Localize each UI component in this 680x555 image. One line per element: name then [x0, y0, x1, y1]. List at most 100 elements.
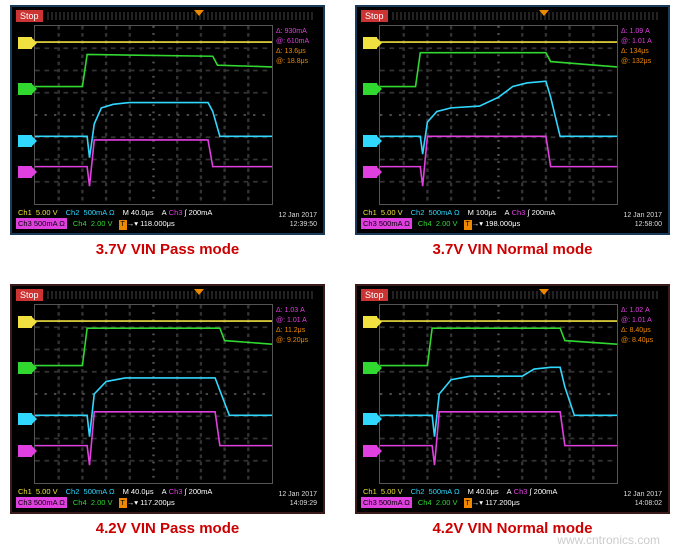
- ch4-scale: Ch4 2.00 V: [416, 218, 460, 229]
- panel-caption: 3.7V VIN Normal mode: [355, 241, 670, 258]
- channel-marker-icon: 3: [18, 445, 32, 457]
- run-state-label: Stop: [361, 289, 388, 301]
- scope-panel: Stop 1 2 3 4 Δ: 930mA@: 610mAΔ: 13.6μs@: 18.…: [10, 5, 325, 272]
- scope-bottom-bar: Ch1 5.00 V Ch2 500mA Ω M 40.0μs A Ch3 ∫ …: [361, 486, 664, 510]
- measurement-value: @: 9.20μs: [276, 336, 320, 346]
- ch4-scale: Ch4 2.00 V: [416, 497, 460, 508]
- channel-marker-icon: 4: [363, 83, 377, 95]
- scope-top-bar: Stop: [361, 288, 664, 302]
- measurement-value: Δ: 1.09 A: [621, 27, 665, 37]
- measurement-value: Δ: 13.6μs: [276, 47, 320, 57]
- oscilloscope-screen: Stop 1 2 3 4 Δ: 930mA@: 610mAΔ: 13.6μs@: 18.…: [10, 5, 325, 235]
- ch2-scale: Ch2 500mA Ω: [64, 207, 117, 218]
- trigger-pointer-icon: [539, 289, 549, 295]
- channel-marker-icon: 1: [363, 37, 377, 49]
- ch3-scale: Ch3 500mA Ω: [361, 497, 412, 508]
- measurement-value: @: 18.8μs: [276, 57, 320, 67]
- channel-marker-icon: 2: [363, 135, 377, 147]
- measurement-value: @: 1.01 A: [621, 37, 665, 47]
- measurement-value: @: 1.01 A: [621, 316, 665, 326]
- measurement-value: @: 1.01 A: [276, 316, 320, 326]
- channel-marker-icon: 2: [18, 135, 32, 147]
- channel-marker-icon: 3: [363, 166, 377, 178]
- timebase: M 40.0μs: [121, 486, 156, 497]
- channel-marker-icon: 3: [18, 166, 32, 178]
- scope-bottom-bar: Ch1 5.00 V Ch2 500mA Ω M 40.0μs A Ch3 ∫ …: [16, 207, 319, 231]
- scope-grid: Stop 1 2 3 4 Δ: 930mA@: 610mAΔ: 13.6μs@: 18.…: [10, 5, 670, 550]
- trigger-pointer-icon: [194, 10, 204, 16]
- scope-top-bar: Stop: [16, 9, 319, 23]
- scope-bottom-bar: Ch1 5.00 V Ch2 500mA Ω M 40.0μs A Ch3 ∫ …: [16, 486, 319, 510]
- channel-marker-icon: 2: [363, 413, 377, 425]
- measurement-value: @: 610mA: [276, 37, 320, 47]
- trigger-pointer-icon: [539, 10, 549, 16]
- timebase: M 40.0μs: [466, 486, 501, 497]
- trigger-readout: A Ch3 ∫ 200mA: [505, 486, 560, 497]
- trigger-position-bar: [47, 12, 315, 20]
- measurement-value: Δ: 8.40μs: [621, 326, 665, 336]
- waveform-plot-area: [34, 25, 273, 205]
- oscilloscope-screen: Stop 1 2 3 4 Δ: 1.09 A@: 1.01 AΔ: 134μs@: 13…: [355, 5, 670, 235]
- timestamp: 12 Jan 201712:58:00: [623, 211, 662, 229]
- run-state-label: Stop: [361, 10, 388, 22]
- channel-marker-icon: 1: [18, 37, 32, 49]
- channel-marker-icon: 2: [18, 413, 32, 425]
- trigger-pointer-icon: [194, 289, 204, 295]
- ch1-scale: Ch1 5.00 V: [16, 486, 60, 497]
- channel-marker-icon: 1: [18, 316, 32, 328]
- ch4-scale: Ch4 2.00 V: [71, 218, 115, 229]
- channel-marker-icon: 4: [18, 83, 32, 95]
- measurement-value: Δ: 930mA: [276, 27, 320, 37]
- measurement-value: @: 132μs: [621, 57, 665, 67]
- channel-marker-icon: 4: [363, 362, 377, 374]
- scope-panel: Stop 1234Δ: 1.03 A@: 1.01 AΔ: 11.2μs@: 9…: [10, 284, 325, 551]
- watermark-text: www.cntronics.com: [557, 533, 660, 547]
- channel-marker-icon: 3: [363, 445, 377, 457]
- oscilloscope-screen: Stop 1234Δ: 1.03 A@: 1.01 AΔ: 11.2μs@: 9…: [10, 284, 325, 514]
- trigger-position-bar: [392, 291, 660, 299]
- ch2-scale: Ch2 500mA Ω: [64, 486, 117, 497]
- run-state-label: Stop: [16, 10, 43, 22]
- channel-marker-icon: 1: [363, 316, 377, 328]
- timebase: M 40.0μs: [121, 207, 156, 218]
- ch1-scale: Ch1 5.00 V: [361, 486, 405, 497]
- measurement-readout: Δ: 930mA@: 610mAΔ: 13.6μs@: 18.8μs: [276, 27, 320, 67]
- ch3-scale: Ch3 500mA Ω: [16, 497, 67, 508]
- delay-readout: T→▾ 117.200μs: [119, 497, 175, 509]
- oscilloscope-screen: Stop 1 2 3 4 Δ: 1.02 A@: 1.01 AΔ: 8.40μs@: 8…: [355, 284, 670, 514]
- timestamp: 12 Jan 201714:09:29: [278, 490, 317, 508]
- run-state-label: Stop: [16, 289, 43, 301]
- trigger-readout: A Ch3 ∫ 200mA: [160, 207, 215, 218]
- measurement-value: @: 8.40μs: [621, 336, 665, 346]
- timestamp: 12 Jan 201714:08:02: [623, 490, 662, 508]
- scope-top-bar: Stop: [16, 288, 319, 302]
- measurement-readout: Δ: 1.03 A@: 1.01 AΔ: 11.2μs@: 9.20μs: [276, 306, 320, 346]
- waveform-plot-area: [379, 304, 618, 484]
- measurement-readout: Δ: 1.02 A@: 1.01 AΔ: 8.40μs@: 8.40μs: [621, 306, 665, 346]
- timebase: M 100μs: [466, 207, 499, 218]
- measurement-readout: Δ: 1.09 A@: 1.01 AΔ: 134μs@: 132μs: [621, 27, 665, 67]
- measurement-value: Δ: 11.2μs: [276, 326, 320, 336]
- trigger-position-bar: [392, 12, 660, 20]
- panel-caption: 4.2V VIN Pass mode: [10, 520, 325, 537]
- ch3-scale: Ch3 500mA Ω: [361, 218, 412, 229]
- scope-bottom-bar: Ch1 5.00 V Ch2 500mA Ω M 100μs A Ch3 ∫ 2…: [361, 207, 664, 231]
- timestamp: 12 Jan 201712:39:50: [278, 211, 317, 229]
- waveform-plot-area: [34, 304, 273, 484]
- measurement-value: Δ: 134μs: [621, 47, 665, 57]
- delay-readout: T→▾ 198.000μs: [464, 218, 521, 230]
- trigger-readout: A Ch3 ∫ 200mA: [503, 207, 558, 218]
- ch4-scale: Ch4 2.00 V: [71, 497, 115, 508]
- trigger-position-bar: [47, 291, 315, 299]
- panel-caption: 3.7V VIN Pass mode: [10, 241, 325, 258]
- scope-panel: Stop 1 2 3 4 Δ: 1.02 A@: 1.01 AΔ: 8.40μs@: 8…: [355, 284, 670, 551]
- scope-top-bar: Stop: [361, 9, 664, 23]
- delay-readout: T→▾ 117.200μs: [464, 497, 520, 509]
- ch3-scale: Ch3 500mA Ω: [16, 218, 67, 229]
- ch2-scale: Ch2 500mA Ω: [409, 486, 462, 497]
- ch1-scale: Ch1 5.00 V: [16, 207, 60, 218]
- measurement-value: Δ: 1.03 A: [276, 306, 320, 316]
- scope-panel: Stop 1 2 3 4 Δ: 1.09 A@: 1.01 AΔ: 134μs@: 13…: [355, 5, 670, 272]
- ch2-scale: Ch2 500mA Ω: [409, 207, 462, 218]
- trigger-readout: A Ch3 ∫ 200mA: [160, 486, 215, 497]
